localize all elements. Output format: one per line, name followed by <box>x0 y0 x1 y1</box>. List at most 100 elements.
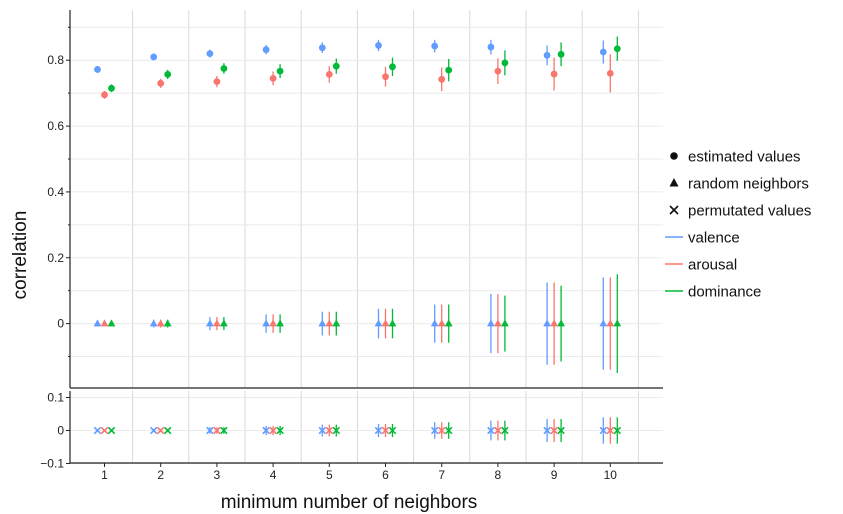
point-estimated <box>494 67 502 75</box>
point-random <box>437 319 446 327</box>
y-tick-label: 0.6 <box>47 119 64 133</box>
point-estimated <box>445 66 453 74</box>
point-permutated <box>543 426 551 435</box>
point-random <box>107 319 116 327</box>
legend-key-triangle <box>669 178 679 187</box>
point-estimated <box>382 73 389 81</box>
point-random <box>430 319 439 327</box>
point-random <box>613 319 622 327</box>
point-permutated <box>381 426 390 435</box>
point-random <box>220 319 228 327</box>
point-permutated <box>156 426 165 435</box>
point-permutated <box>262 426 270 435</box>
x-tick-label: 1 <box>101 468 108 482</box>
y-tick-label: 0.4 <box>47 185 64 199</box>
point-estimated <box>613 45 621 53</box>
point-permutated <box>557 426 565 435</box>
point-estimated <box>487 43 495 51</box>
legend-label: random neighbors <box>688 176 809 193</box>
y-tick-label: 0.8 <box>47 53 64 67</box>
point-estimated <box>276 67 284 75</box>
point-permutated <box>276 426 284 435</box>
point-permutated <box>269 426 277 435</box>
y-tick-label: 0.2 <box>47 251 64 265</box>
point-permutated <box>430 426 439 435</box>
point-permutated <box>444 426 453 435</box>
point-permutated <box>332 426 341 435</box>
x-tick-label: 9 <box>551 468 558 482</box>
point-permutated <box>494 426 502 435</box>
x-axis-title: minimum number of neighbors <box>221 492 478 513</box>
point-estimated <box>438 75 446 83</box>
point-permutated <box>606 426 615 435</box>
panel-permutated <box>70 391 663 464</box>
point-random <box>100 319 109 327</box>
x-tick-label: 3 <box>214 468 221 482</box>
point-random <box>494 319 502 327</box>
x-tick-label: 5 <box>326 468 333 482</box>
point-estimated <box>220 65 228 72</box>
axes: 0.8 0.6 0.4 0.2 0 0.1 0 −0.1 1 2 3 4 5 6 7 8 9 10 <box>40 10 663 482</box>
point-permutated <box>599 426 608 435</box>
legend-label: arousal <box>688 257 737 274</box>
point-random <box>163 319 172 327</box>
point-permutated <box>213 426 221 435</box>
point-random <box>276 319 284 327</box>
point-estimated <box>206 50 214 58</box>
point-estimated <box>375 42 382 49</box>
point-estimated <box>599 48 607 56</box>
point-permutated <box>318 426 327 435</box>
point-random <box>501 319 509 327</box>
point-estimated <box>431 42 439 50</box>
point-estimated <box>269 74 277 82</box>
point-permutated <box>93 426 102 435</box>
point-permutated <box>100 426 109 435</box>
point-permutated <box>107 426 116 435</box>
point-random <box>388 319 397 327</box>
point-estimated <box>101 91 108 99</box>
point-random <box>543 319 551 327</box>
point-permutated <box>487 426 495 435</box>
point-permutated <box>149 426 158 435</box>
legend-label: valence <box>688 230 740 247</box>
point-estimated <box>213 78 221 86</box>
x-tick-label: 8 <box>495 468 502 482</box>
point-estimated <box>108 84 115 92</box>
point-random <box>599 319 608 327</box>
x-tick-label: 6 <box>382 468 389 482</box>
point-random <box>332 319 341 327</box>
point-permutated <box>374 426 383 435</box>
legend-label: permutated values <box>688 203 811 220</box>
legend-key-circle <box>670 152 678 160</box>
point-estimated <box>332 62 340 70</box>
point-random <box>557 319 565 327</box>
point-random <box>206 319 214 327</box>
point-random <box>550 319 558 327</box>
y-tick-label: 0.1 <box>47 391 64 405</box>
point-random <box>269 319 277 327</box>
y-tick-label: 0 <box>57 317 64 331</box>
point-permutated <box>163 426 172 435</box>
y-tick-label: −0.1 <box>40 457 64 471</box>
panel-estimated-and-random <box>70 10 663 388</box>
point-estimated <box>550 70 558 78</box>
point-random <box>262 319 270 327</box>
point-random <box>381 319 390 327</box>
legend-label: estimated values <box>688 149 801 166</box>
x-tick-label: 10 <box>604 468 618 482</box>
point-estimated <box>501 59 509 67</box>
point-random <box>149 319 158 327</box>
point-random <box>374 319 383 327</box>
point-random <box>325 319 334 327</box>
y-tick-label: 0 <box>57 424 64 438</box>
point-estimated <box>94 66 101 73</box>
point-random <box>93 319 102 327</box>
point-estimated <box>557 50 565 58</box>
point-permutated <box>437 426 446 435</box>
point-permutated <box>220 426 228 435</box>
point-estimated <box>164 70 172 78</box>
legend-key-cross <box>669 205 679 215</box>
point-estimated <box>389 63 396 71</box>
point-estimated <box>606 70 614 77</box>
point-estimated <box>157 79 165 87</box>
